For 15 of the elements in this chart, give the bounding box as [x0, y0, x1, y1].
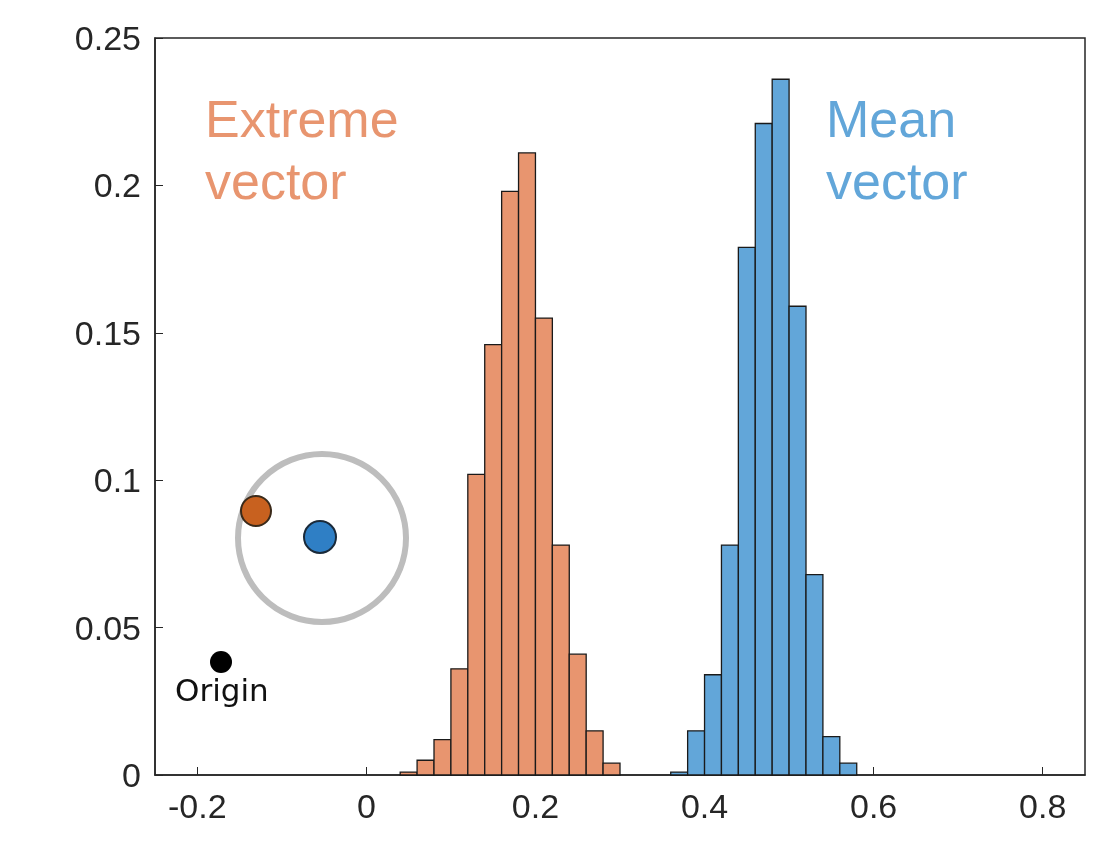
y-tick-label: 0.2: [93, 166, 141, 205]
x-tick-label: 0: [356, 787, 376, 825]
x-tick-label: 0.6: [850, 787, 898, 825]
x-tick-label: 0.8: [1019, 787, 1067, 825]
x-tick-label: 0.2: [511, 787, 560, 825]
y-tick-label: 0.25: [74, 19, 141, 57]
x-tick-label: -0.2: [167, 787, 227, 825]
y-tick-label: 0.15: [74, 313, 141, 352]
annotation: Origin: [175, 672, 269, 708]
y-tick-label: 0.1: [93, 461, 141, 500]
y-tick-label: 0: [122, 756, 141, 794]
y-tick-label: 0.05: [74, 608, 141, 647]
series-label: Extreme vector: [205, 90, 399, 210]
x-tick-label: 0.4: [680, 787, 729, 825]
series-label: Mean vector: [826, 90, 968, 210]
